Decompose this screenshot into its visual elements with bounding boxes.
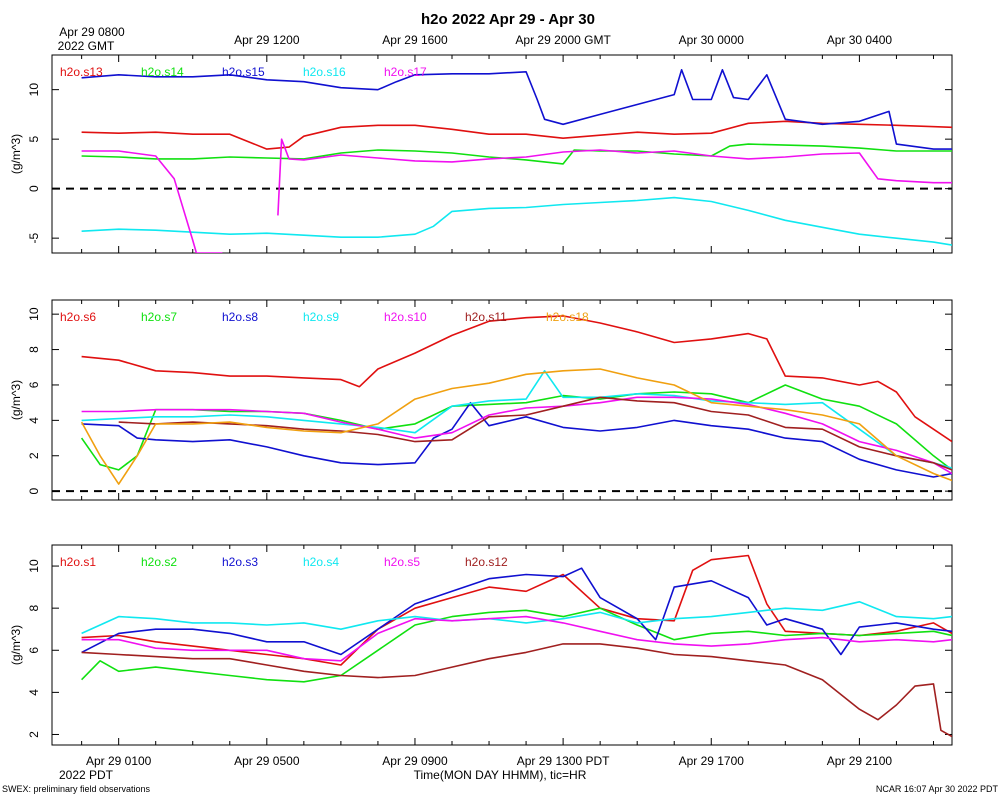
series-line-h2o-s17 bbox=[81, 150, 223, 253]
bottom-axis-label: Apr 29 0500 bbox=[234, 754, 300, 768]
panel-frame bbox=[51, 54, 953, 254]
bottom-axis-label: Apr 29 1700 bbox=[679, 754, 745, 768]
footer-right: NCAR 16:07 Apr 30 2022 PDT bbox=[876, 784, 999, 794]
series-line-h2o-s6 bbox=[81, 315, 952, 443]
series-line-h2o-s5 bbox=[81, 615, 952, 662]
bottom-axis-label: Apr 29 1300 PDT bbox=[517, 754, 610, 768]
top-axis-year-label: 2022 GMT bbox=[58, 39, 115, 53]
series-line-h2o-s7 bbox=[80, 384, 952, 471]
y-tick-label: 2 bbox=[27, 452, 41, 459]
series-line-h2o-s1 bbox=[81, 554, 952, 666]
y-tick-label: 4 bbox=[27, 689, 41, 696]
series-line-h2o-s10 bbox=[81, 396, 952, 475]
bottom-axis-labels: Apr 29 0100 Apr 29 0500 Apr 29 0900 Apr 29 … bbox=[86, 754, 892, 768]
series-line-h2o-s16 bbox=[81, 196, 952, 246]
legend-h2o-s10: h2o.s10 bbox=[384, 310, 427, 324]
series-lines bbox=[81, 69, 952, 253]
top-axis-label: Apr 30 0000 bbox=[679, 33, 745, 47]
series-line-h2o-s2 bbox=[81, 607, 952, 683]
y-tick-label: 8 bbox=[27, 346, 41, 353]
y-tick-label: 10 bbox=[27, 559, 41, 573]
series-line-h2o-s4 bbox=[81, 601, 952, 635]
series-line-h2o-s8 bbox=[81, 401, 952, 478]
legend-h2o-s8: h2o.s8 bbox=[222, 310, 258, 324]
top-axis-label: Apr 29 1600 bbox=[382, 33, 448, 47]
series-line-h2o-s13 bbox=[81, 120, 952, 150]
series-line-h2o-s11 bbox=[118, 396, 952, 471]
bottom-axis-label: Apr 29 2100 bbox=[827, 754, 893, 768]
bottom-axis-label: Apr 29 0100 bbox=[86, 754, 152, 768]
bottom-axis-year-label: 2022 PDT bbox=[59, 768, 114, 782]
bottom-axis-label: Apr 29 0900 bbox=[382, 754, 448, 768]
y-tick-label: 0 bbox=[27, 185, 41, 192]
y-tick-label: 4 bbox=[27, 417, 41, 424]
legend-h2o-s1: h2o.s1 bbox=[60, 555, 96, 569]
series-lines bbox=[81, 554, 952, 738]
footer-left: SWEX: preliminary field observations bbox=[2, 784, 151, 794]
legend-h2o-s2: h2o.s2 bbox=[141, 555, 177, 569]
y-tick-label: 10 bbox=[27, 83, 41, 97]
panel-2: 0 2 4 6 8 10 (g/m^3) h2o.s6 h2o.s7 h2o.s8 h2o.s9 h2… bbox=[9, 299, 953, 501]
y-tick-label: 8 bbox=[27, 605, 41, 612]
legend-h2o-s3: h2o.s3 bbox=[222, 555, 258, 569]
legend-h2o-s14: h2o.s14 bbox=[141, 65, 184, 79]
legend-h2o-s7: h2o.s7 bbox=[141, 310, 177, 324]
series-line-h2o-s15 bbox=[81, 69, 952, 150]
y-tick-label: -5 bbox=[27, 232, 41, 243]
y-tick-label: 2 bbox=[27, 731, 41, 738]
legend-h2o-s11: h2o.s11 bbox=[465, 310, 507, 324]
top-axis-label: Apr 30 0400 bbox=[827, 33, 893, 47]
top-axis-first-label: Apr 29 0800 bbox=[59, 25, 125, 39]
panel-1: -5 0 5 10 (g/m^3) h2o.s13 h2o.s14 h2o.s15 h2o.s1… bbox=[9, 54, 953, 254]
legend-h2o-s9: h2o.s9 bbox=[303, 310, 339, 324]
y-tick-label: 10 bbox=[27, 307, 41, 321]
x-axis-title: Time(MON DAY HHMM), tic=HR bbox=[414, 768, 587, 782]
top-axis-labels: Apr 29 1200 Apr 29 1600 Apr 29 2000 GMT Apr… bbox=[234, 33, 892, 47]
legend-h2o-s17: h2o.s17 bbox=[384, 65, 427, 79]
chart-title: h2o 2022 Apr 29 - Apr 30 bbox=[421, 11, 595, 28]
panel-3: 2 4 6 8 10 (g/m^3) h2o.s1 h2o.s2 h2o.s3 h2o.s4 h2o… bbox=[9, 544, 953, 746]
y-tick-label: 6 bbox=[27, 381, 41, 388]
series-line-h2o-s9 bbox=[81, 370, 952, 469]
series-line-h2o-s12 bbox=[81, 643, 952, 738]
y-axis-label: (g/m^3) bbox=[9, 380, 23, 420]
legend-h2o-s18: h2o.s18 bbox=[546, 310, 589, 324]
y-tick-label: 5 bbox=[27, 135, 41, 142]
y-tick-label: 6 bbox=[27, 647, 41, 654]
series-line-h2o-s17 bbox=[277, 138, 952, 216]
y-axis-label: (g/m^3) bbox=[9, 134, 23, 174]
legend-h2o-s4: h2o.s4 bbox=[303, 555, 339, 569]
y-axis-label: (g/m^3) bbox=[9, 625, 23, 665]
legend-h2o-s16: h2o.s16 bbox=[303, 65, 346, 79]
legend-h2o-s12: h2o.s12 bbox=[465, 555, 508, 569]
legend-h2o-s5: h2o.s5 bbox=[384, 555, 420, 569]
series-line-h2o-s18 bbox=[80, 368, 952, 485]
legend-h2o-s6: h2o.s6 bbox=[60, 310, 96, 324]
legend-h2o-s13: h2o.s13 bbox=[60, 65, 103, 79]
top-axis-label: Apr 29 2000 GMT bbox=[515, 33, 611, 47]
series-line-h2o-s14 bbox=[81, 143, 952, 165]
top-axis-label: Apr 29 1200 bbox=[234, 33, 300, 47]
panel-frame bbox=[51, 299, 953, 501]
y-tick-label: 0 bbox=[27, 487, 41, 494]
series-lines bbox=[80, 315, 952, 485]
legend-h2o-s15: h2o.s15 bbox=[222, 65, 265, 79]
panel-frame bbox=[51, 544, 953, 746]
